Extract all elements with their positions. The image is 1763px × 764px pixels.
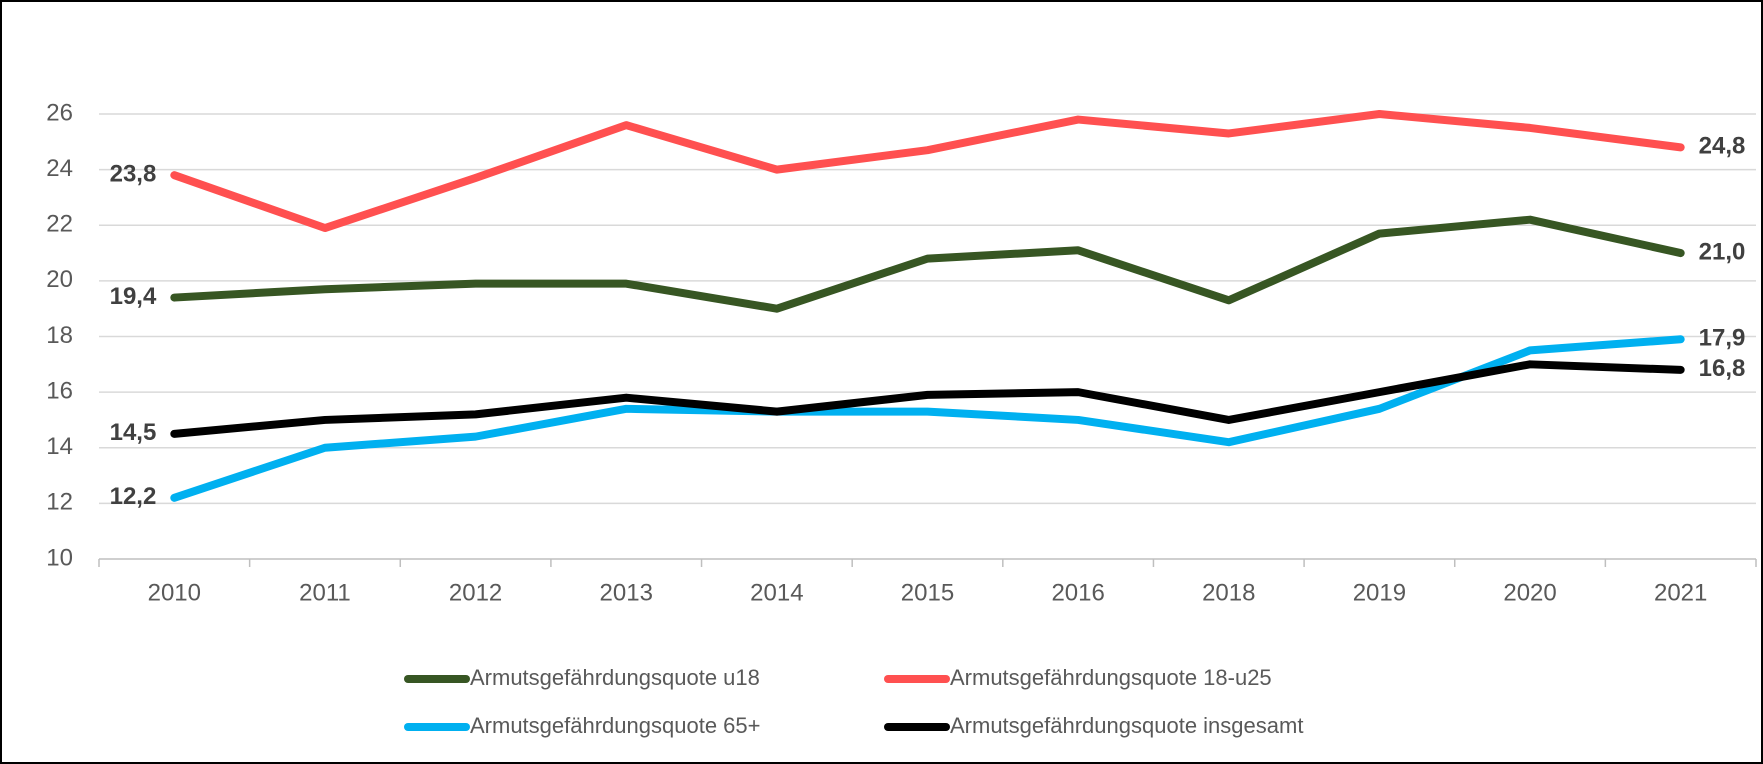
y-tick-label: 12	[46, 489, 73, 516]
series-line	[170, 215, 1685, 313]
legend-label: Armutsgefährdungsquote 18-u25	[950, 665, 1272, 690]
series-line	[170, 335, 1685, 502]
series-line	[170, 360, 1685, 438]
data-label: 24,8	[1699, 133, 1746, 160]
x-tick-label: 2014	[750, 579, 803, 606]
x-tick-label: 2012	[449, 579, 502, 606]
x-tick-label: 2013	[600, 579, 653, 606]
data-label: 19,4	[110, 283, 157, 310]
x-tick-label: 2018	[1202, 579, 1255, 606]
y-tick-label: 26	[46, 99, 73, 126]
x-tick-label: 2015	[901, 579, 954, 606]
data-label: 17,9	[1699, 325, 1746, 352]
y-tick-label: 22	[46, 211, 73, 238]
x-tick-label: 2021	[1654, 579, 1707, 606]
x-tick-label: 2010	[148, 579, 201, 606]
x-tick-label: 2011	[299, 579, 351, 606]
y-tick-label: 14	[46, 433, 73, 460]
legend-label: Armutsgefährdungsquote 65+	[470, 713, 760, 738]
y-tick-label: 18	[46, 322, 73, 349]
y-tick-label: 16	[46, 377, 73, 404]
x-tick-label: 2019	[1353, 579, 1406, 606]
legend-label: Armutsgefährdungsquote u18	[470, 665, 760, 690]
y-tick-label: 20	[46, 266, 73, 293]
y-tick-label: 10	[46, 544, 73, 571]
data-label: 21,0	[1699, 238, 1746, 265]
data-label: 16,8	[1699, 355, 1746, 382]
series-line	[170, 110, 1685, 233]
x-tick-label: 2020	[1503, 579, 1556, 606]
y-tick-label: 24	[46, 155, 73, 182]
data-label: 14,5	[110, 419, 157, 446]
data-label: 12,2	[110, 483, 157, 510]
x-tick-label: 2016	[1051, 579, 1104, 606]
data-label: 23,8	[110, 161, 157, 188]
legend-label: Armutsgefährdungsquote insgesamt	[950, 713, 1303, 738]
